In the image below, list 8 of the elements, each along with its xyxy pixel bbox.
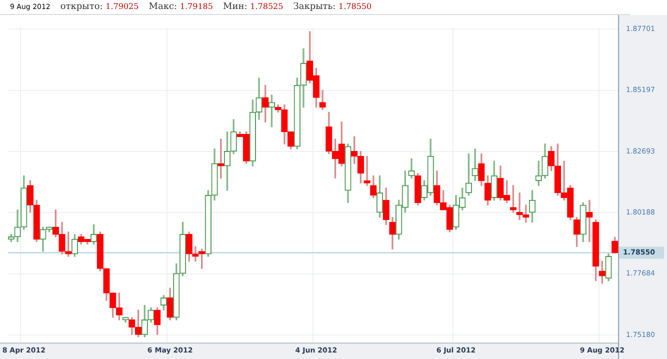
text: открыто: 1.79025 xyxy=(60,2,139,12)
text: Закрыть: 1.78550 xyxy=(293,2,372,12)
candlestick xyxy=(586,200,593,242)
candlestick xyxy=(192,246,199,262)
candlestick xyxy=(472,148,478,181)
candlestick xyxy=(364,156,370,186)
text: Макс: 1.79185 xyxy=(148,2,213,12)
text: Мин: 1.78525 xyxy=(223,2,284,12)
